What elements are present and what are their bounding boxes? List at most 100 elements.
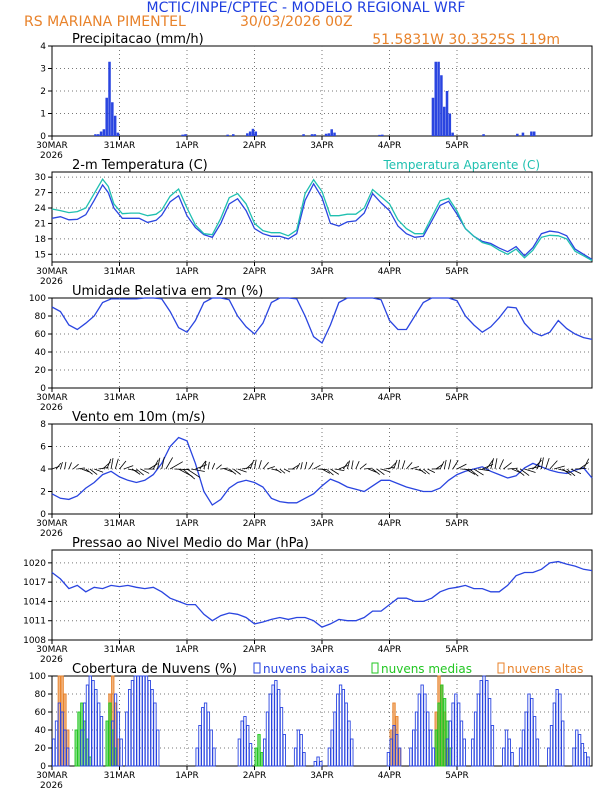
precip-bar — [302, 134, 305, 136]
wind-vector — [368, 468, 377, 473]
wind-vector — [85, 468, 93, 475]
cloud-bar-low — [130, 680, 135, 767]
cloud-bar-low — [237, 738, 241, 767]
panel-wind: 30MAR 31MAR 1APR 2APR 3APR 4APR 5APR 2026 0 2 4 6 8 V… — [36, 410, 593, 539]
cloud-bar-low — [451, 702, 455, 767]
wind-vector — [262, 461, 269, 470]
wind-vector — [94, 468, 104, 473]
y-tick-label: 30 — [35, 173, 47, 183]
cloud-bar-low — [397, 747, 402, 767]
wind-vector — [549, 460, 558, 470]
x-tick-label: 30MAR — [36, 393, 68, 403]
wind-vector — [123, 465, 134, 470]
wind-vector — [380, 468, 391, 473]
cloud-bar-low — [471, 738, 475, 767]
cloud-bar-low — [341, 689, 346, 767]
wind-vector — [72, 463, 79, 470]
x-tick-label: 30MAR — [36, 141, 68, 151]
y-tick-label: 100 — [29, 672, 46, 682]
wind-vector — [562, 468, 572, 476]
x-tick-label: 4APR — [378, 393, 402, 403]
cloud-bar-low — [99, 716, 104, 767]
x-tick-label: 30MAR — [36, 771, 68, 781]
cloud-bar-low — [243, 716, 247, 767]
y-tick-label: 4 — [40, 42, 46, 52]
cloud-bar-low — [454, 693, 458, 767]
y-tick-label: 4 — [40, 465, 46, 475]
wind-vector — [583, 458, 590, 470]
cloud-bar-low — [54, 720, 59, 767]
cloud-bar-low — [212, 747, 216, 767]
cloud-bar-mid — [434, 729, 438, 767]
cloud-bar-low — [487, 698, 492, 767]
wind-vector — [397, 459, 400, 470]
wind-vector — [152, 459, 159, 470]
cloud-bar-low — [572, 747, 576, 767]
cloud-bar-low — [555, 689, 559, 767]
y-tick-label: 60 — [35, 330, 47, 340]
x-tick-label: 5APR — [445, 771, 469, 781]
wind-vector — [422, 468, 430, 475]
figure-title: MCTIC/INPE/CPTEC - MODELO REGIONAL WRF — [147, 0, 466, 16]
cloud-bar-low — [558, 693, 562, 767]
wind-vector — [191, 468, 205, 472]
y-tick-label: 0 — [40, 132, 46, 142]
panel-title: Precipitacao (mm/h) — [72, 32, 204, 47]
wind-vector — [401, 460, 406, 470]
wind-vector — [165, 457, 174, 470]
wind-vector — [267, 466, 275, 470]
cloud-bar-low — [459, 720, 464, 767]
cloud-bar-low — [156, 729, 160, 767]
cloud-bar-low — [586, 756, 590, 767]
legend-high-clouds-swatch — [497, 662, 505, 674]
y-tick-label: 20 — [35, 366, 47, 376]
cloud-bar-mid — [260, 752, 264, 767]
cloud-bar-low — [327, 747, 331, 767]
precip-bar — [94, 134, 97, 136]
y-tick-label: 1017 — [23, 578, 46, 588]
cloud-bar-low — [420, 684, 424, 767]
station-coords: 51.5831W 30.3525S 119m — [372, 32, 560, 48]
wind-vector — [68, 462, 72, 470]
wind-vector — [211, 463, 216, 470]
precip-bar — [324, 133, 328, 136]
precip-bar — [251, 128, 255, 136]
cloud-bar-mid — [74, 729, 78, 767]
wind-vector — [228, 468, 237, 475]
legend-low-clouds-swatch — [253, 662, 261, 674]
cloud-bar-low — [153, 702, 157, 767]
x-tick-label: 31MAR — [104, 519, 136, 529]
wind-vector — [456, 463, 467, 470]
cloud-bar-low — [279, 707, 284, 767]
cloud-bar-low — [262, 738, 267, 767]
x-tick-label: 4APR — [378, 771, 402, 781]
cloud-bar-low — [88, 675, 92, 767]
cloud-bar-low — [507, 738, 511, 767]
cloud-bar-low — [139, 675, 143, 767]
precip-bar — [381, 134, 384, 136]
legend-entry-apparent-temp: Temperatura Aparente (C) — [382, 158, 540, 172]
precip-bar — [330, 129, 333, 136]
precip-bar — [434, 61, 438, 136]
y-tick-label: 27 — [35, 189, 46, 199]
x-tick-label: 5APR — [445, 393, 469, 403]
cloud-bar-low — [144, 675, 149, 767]
cloud-bar-low — [479, 680, 483, 767]
x-tick-label: 4APR — [378, 141, 402, 151]
wind-vector — [376, 468, 385, 475]
precip-bar — [440, 75, 443, 136]
wind-vector — [237, 468, 247, 473]
wind-vector — [482, 463, 494, 470]
cloud-bar-low — [417, 693, 421, 767]
x-tick-label: 1APR — [175, 267, 199, 277]
wind-vector — [540, 457, 544, 470]
cloud-bar-low — [580, 743, 585, 767]
cloud-bar-low — [142, 675, 146, 767]
series-line-1 — [51, 560, 593, 628]
wind-vector — [300, 462, 303, 470]
wind-vector — [254, 459, 257, 470]
wind-vector — [220, 467, 228, 470]
cloud-bar-low — [577, 734, 582, 767]
x-tick-label: 5APR — [445, 645, 469, 655]
